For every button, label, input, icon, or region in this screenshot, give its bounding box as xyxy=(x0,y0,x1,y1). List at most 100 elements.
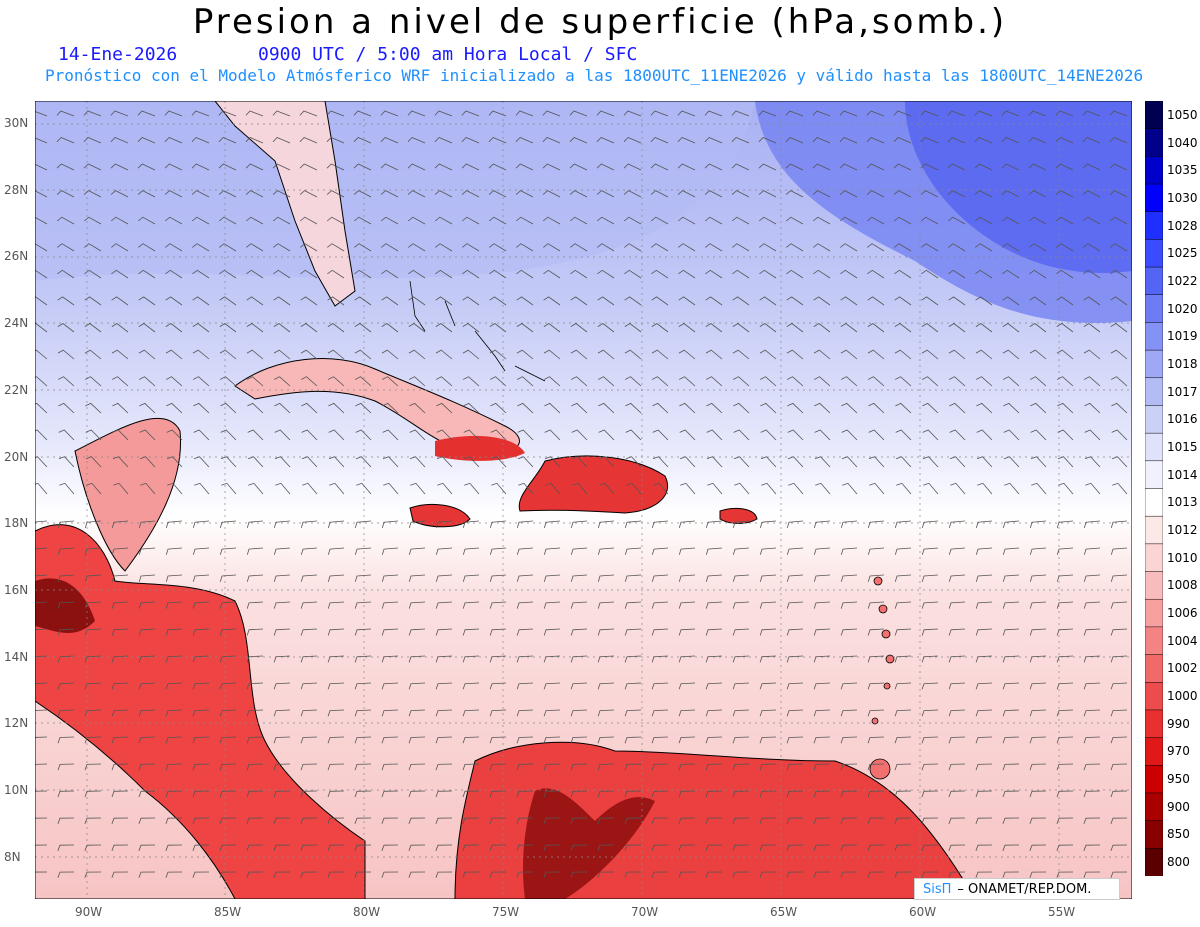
wind-barb xyxy=(489,547,507,555)
wind-barb xyxy=(462,871,480,878)
wind-barb xyxy=(381,269,399,279)
wind-barb xyxy=(164,137,183,144)
wind-barb xyxy=(705,349,723,360)
wind-barb xyxy=(786,243,804,252)
wind-barb xyxy=(462,790,480,798)
wind-barb xyxy=(140,482,156,495)
wind-barb xyxy=(489,655,507,663)
wind-barb xyxy=(840,349,858,360)
wind-barb xyxy=(867,790,885,798)
legend-label: 1035 xyxy=(1167,163,1198,178)
wind-barb xyxy=(246,844,264,851)
wind-barb xyxy=(651,736,669,744)
wind-barb xyxy=(35,376,48,387)
wind-barb xyxy=(138,323,156,333)
legend-swatch xyxy=(1145,239,1163,268)
wind-barb xyxy=(489,817,507,825)
wind-barb xyxy=(191,110,210,117)
wind-barb xyxy=(57,547,75,555)
wind-barb xyxy=(543,601,561,609)
wind-barb xyxy=(192,736,210,744)
wind-barb xyxy=(678,817,696,825)
wind-barb xyxy=(489,349,507,360)
legend-swatch xyxy=(1145,488,1163,517)
wind-barb xyxy=(138,269,156,279)
legend-swatch xyxy=(1145,709,1163,739)
wind-barb xyxy=(245,137,264,144)
wind-barb xyxy=(327,790,345,798)
wind-barb xyxy=(544,402,561,414)
wind-barb xyxy=(517,456,534,468)
wind-barb xyxy=(974,190,993,198)
wind-barb xyxy=(1110,601,1128,609)
wind-barb xyxy=(732,547,750,555)
wind-barb xyxy=(813,628,831,636)
wind-barb xyxy=(516,349,534,360)
wind-barb xyxy=(57,682,75,690)
wind-barb xyxy=(570,628,588,636)
wind-barb xyxy=(137,190,156,198)
wind-barb xyxy=(813,682,831,690)
wind-barb xyxy=(85,456,102,468)
wind-barb xyxy=(353,163,372,171)
wind-barb xyxy=(895,429,912,441)
wind-barb xyxy=(570,269,588,279)
wind-barb xyxy=(220,429,237,441)
wind-barb xyxy=(382,456,399,468)
wind-barb xyxy=(435,655,453,663)
wind-barb xyxy=(1083,763,1101,771)
legend-label: 1006 xyxy=(1167,606,1198,621)
wind-barb xyxy=(489,763,507,771)
wind-barb xyxy=(1001,137,1020,144)
wind-barb xyxy=(975,655,993,663)
wind-barb xyxy=(760,456,777,468)
legend-label: 1050 xyxy=(1167,107,1198,122)
wind-barb xyxy=(543,520,561,529)
wind-barb xyxy=(111,763,129,771)
wind-barb xyxy=(1111,456,1128,468)
wind-barb xyxy=(274,402,291,414)
wind-barb xyxy=(164,190,183,198)
wind-barb xyxy=(138,736,156,744)
wind-barb xyxy=(354,871,372,878)
wind-barb xyxy=(165,547,183,555)
wind-barb xyxy=(840,790,858,798)
wind-barb xyxy=(840,844,858,851)
wind-barb xyxy=(111,349,129,360)
wind-barb xyxy=(948,243,966,252)
wind-barb xyxy=(624,790,642,798)
wind-barb xyxy=(786,547,804,555)
wind-barb xyxy=(35,190,48,198)
wind-barb xyxy=(246,323,264,333)
wind-barb xyxy=(111,790,129,798)
wind-barb xyxy=(84,790,102,798)
wind-barb xyxy=(840,817,858,825)
wind-barb xyxy=(893,110,912,117)
wind-barb xyxy=(1056,844,1074,851)
wind-barb xyxy=(893,163,912,171)
wind-barb xyxy=(787,456,804,468)
wind-barb xyxy=(975,844,993,851)
wind-barb xyxy=(760,402,777,414)
wind-barb xyxy=(1030,402,1047,414)
wind-barb xyxy=(570,709,588,717)
wind-barb xyxy=(462,243,480,252)
wind-barb xyxy=(407,110,426,117)
wind-barb xyxy=(760,429,777,441)
wind-barb xyxy=(1002,296,1020,306)
pressure-map xyxy=(35,101,1132,899)
wind-barb xyxy=(1029,628,1047,636)
wind-barb xyxy=(651,520,669,529)
wind-barb xyxy=(866,163,885,171)
yucatan xyxy=(74,417,182,572)
wind-barb xyxy=(219,817,237,825)
wind-barb xyxy=(246,628,264,636)
wind-barb xyxy=(35,323,48,333)
wind-barb xyxy=(732,296,750,306)
lon-label: 90W xyxy=(75,905,103,919)
wind-barb xyxy=(35,296,48,306)
wind-barb xyxy=(866,216,885,225)
wind-barb xyxy=(462,520,480,529)
wind-barb xyxy=(1028,190,1047,198)
wind-barb xyxy=(840,323,858,333)
